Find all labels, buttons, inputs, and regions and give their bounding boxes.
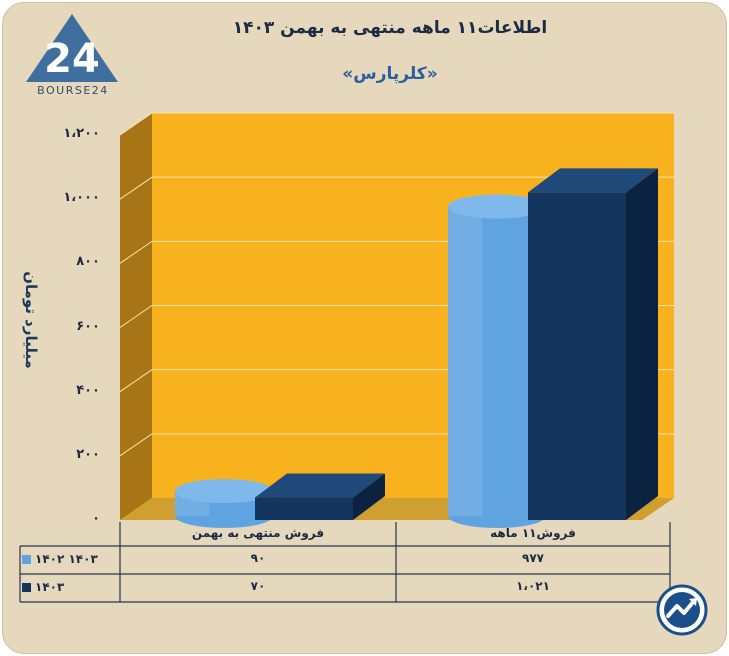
logo-text: BOURSE24 [37,84,109,97]
y-tick-label: ۲۰۰ [76,446,100,462]
y-tick-label: ۶۰۰ [76,318,100,334]
gridline [119,176,674,200]
y-tick-label: ۱،۰۰۰ [63,190,100,206]
legend-swatch [22,582,31,592]
data-value-label: ۷۰ [250,579,266,593]
category-label: فروش منتهی به بهمن [191,526,325,540]
data-value-label: ۹۷۷ [522,551,544,565]
legend-label: ۱۴۰۲ ۱۴۰۳ [35,552,98,566]
bourse24-logo: 24 [26,14,118,82]
legend-entry: ۱۴۰۳ [22,577,118,597]
chart-subtitle: «کلرپارس» [342,64,438,84]
chart-title: اطلاعات۱۱ ماهه منتهی به بهمن ۱۴۰۳ [232,18,548,38]
y-tick-label: ۱،۲۰۰ [63,126,100,141]
legend-entry: ۱۴۰۲ ۱۴۰۳ [22,549,118,569]
legend-swatch [22,554,31,564]
category-label: فروش۱۱ ماهه [490,526,576,540]
y-tick-label: ۸۰۰ [76,254,100,270]
svg-text:24: 24 [44,36,100,82]
trend-arrow-icon [656,584,708,636]
bar-1403 [528,168,658,520]
y-tick-label: ۰ [92,511,100,526]
gridline [119,112,674,136]
data-value-label: ۹۰ [250,551,266,565]
data-value-label: ۱،۰۲۱ [516,579,550,593]
legend-label: ۱۴۰۳ [35,580,65,594]
bar-1403 [255,473,385,520]
y-tick-label: ۴۰۰ [76,382,100,398]
